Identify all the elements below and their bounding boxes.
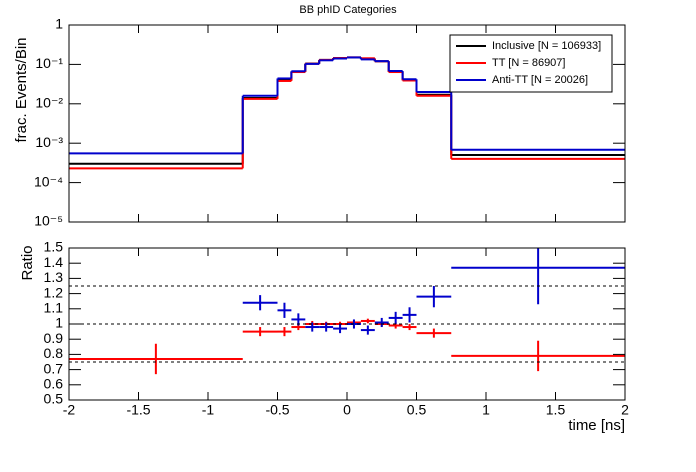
x-tick-label: 1.5 — [546, 402, 566, 418]
y-tick-label: 10⁻⁴ — [34, 173, 63, 189]
y-tick-label: 1.3 — [44, 269, 64, 285]
x-axis-label: time [ns] — [568, 417, 625, 434]
x-tick-label: 2 — [621, 402, 629, 418]
x-tick-label: -1 — [202, 402, 215, 418]
plot-area — [69, 56, 625, 170]
y-tick-label: 1.5 — [44, 239, 64, 255]
x-tick-label: -0.5 — [265, 402, 289, 418]
y-tick-label: 10⁻³ — [35, 134, 63, 150]
y-tick-label: 1.1 — [44, 300, 64, 316]
legend-label: TT [N = 86907] — [492, 57, 565, 69]
y-tick-label: 1.4 — [44, 254, 64, 270]
y-tick-label: 10⁻⁵ — [34, 213, 63, 229]
y-tick-label: 1 — [55, 16, 63, 32]
y-tick-label: 10⁻¹ — [35, 55, 63, 71]
chart-title: BB phID Categories — [299, 4, 397, 16]
y-tick-label: 1.2 — [44, 284, 64, 300]
y-axis-label: Ratio — [19, 245, 36, 280]
frame — [68, 24, 626, 223]
legend-label: Anti-TT [N = 20026] — [492, 74, 588, 86]
y-tick-label: 0.6 — [44, 376, 64, 392]
y-tick-label: 0.9 — [44, 330, 64, 346]
y-tick-label: 1 — [55, 315, 63, 331]
x-tick-label: -1.5 — [126, 402, 150, 418]
x-tick-label: 1 — [482, 402, 490, 418]
y-tick-label: 0.8 — [44, 345, 64, 361]
y-tick-label: 10⁻² — [35, 95, 63, 111]
x-tick-label: -2 — [63, 402, 76, 418]
x-tick-label: 0 — [343, 402, 351, 418]
legend-label: Inclusive [N = 106933] — [492, 40, 601, 52]
frame — [68, 247, 626, 401]
y-tick-label: 0.7 — [44, 360, 64, 376]
y-axis-label: frac. Events/Bin — [13, 37, 30, 142]
x-tick-label: 0.5 — [407, 402, 427, 418]
y-tick-label: 0.5 — [44, 391, 64, 407]
